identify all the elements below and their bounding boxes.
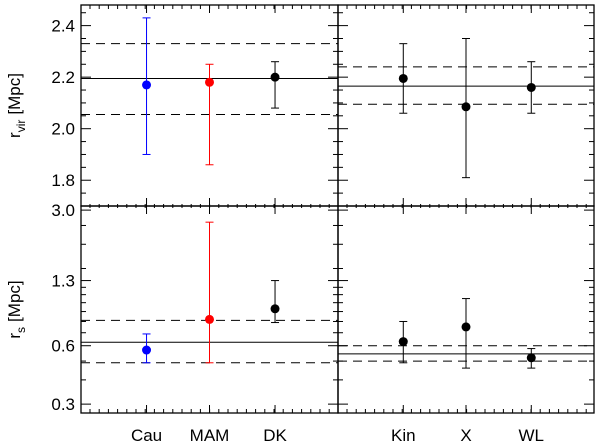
data-point — [142, 345, 152, 355]
data-point — [270, 304, 280, 314]
y-tick-label: 3.0 — [51, 201, 75, 220]
chart-labels: 1.8 2.0 2.2 2.4 rvir[Mpc] 0.3 0.6 1.3 3.0 rs[Mpc]… — [5, 17, 544, 444]
data-point — [526, 82, 536, 92]
y-tick-label: 1.8 — [51, 171, 75, 190]
y-axis-label: rvir[Mpc] — [5, 73, 28, 138]
x-category-label: X — [460, 426, 471, 444]
data-point — [398, 73, 408, 83]
data-point — [205, 314, 214, 324]
x-category-label: Kin — [391, 426, 416, 444]
x-category-label: WL — [519, 426, 545, 444]
data-point — [205, 77, 214, 87]
y-tick-label: 2.2 — [51, 68, 75, 87]
y-tick-label: 1.3 — [51, 272, 75, 291]
data-point — [461, 322, 471, 332]
data-point — [461, 102, 471, 112]
x-category-label: MAM — [190, 426, 230, 444]
y-axis-label: rs[Mpc] — [5, 280, 28, 338]
data-point — [270, 72, 280, 82]
y-tick-label: 2.0 — [51, 120, 75, 139]
y-tick-label: 0.3 — [51, 395, 75, 414]
data-point — [526, 353, 536, 363]
y-tick-label: 2.4 — [51, 17, 75, 36]
data-point — [142, 80, 152, 90]
x-category-label: Cau — [131, 426, 162, 444]
x-category-label: DK — [263, 426, 287, 444]
data-point — [398, 337, 408, 347]
y-tick-label: 0.6 — [51, 337, 75, 356]
chart-marks — [80, 4, 595, 414]
